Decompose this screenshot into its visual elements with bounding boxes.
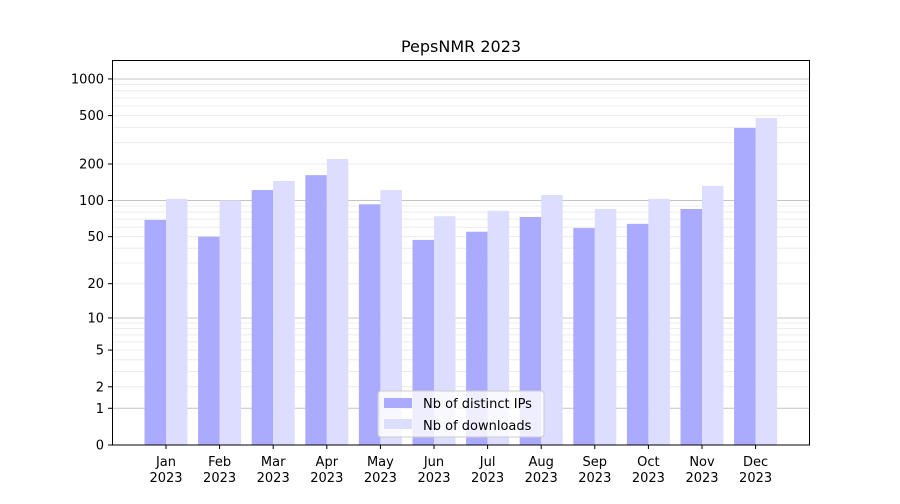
y-tick-label: 50: [87, 230, 104, 245]
bar-ips: [305, 175, 327, 446]
x-tick-label: 2023: [525, 471, 558, 486]
x-tick-label: Mar: [261, 455, 286, 470]
y-tick-label: 20: [87, 277, 104, 292]
x-tick-label: 2023: [685, 471, 718, 486]
x-tick-label: Feb: [208, 455, 231, 470]
bar-downloads: [219, 200, 242, 445]
chart-title: PepsNMR 2023: [401, 37, 521, 56]
x-tick-label: May: [367, 455, 394, 470]
x-tick-label: Jun: [423, 455, 444, 470]
bar-downloads: [594, 208, 617, 445]
x-tick-label: 2023: [739, 471, 772, 486]
legend-box: [377, 390, 545, 438]
legend-swatch-ips: [384, 398, 412, 408]
x-tick-label: Aug: [529, 455, 554, 470]
x-tick-label: 2023: [578, 471, 611, 486]
legend-label-ips: Nb of distinct IPs: [423, 397, 532, 412]
y-tick-label: 1: [96, 402, 104, 417]
plot-frame: [112, 60, 810, 446]
bar-ips: [680, 208, 702, 445]
bar-downloads: [166, 198, 188, 445]
x-tick-label: 2023: [149, 471, 182, 486]
bar-downloads: [380, 190, 402, 445]
bar-downloads: [487, 210, 510, 445]
bar-ips: [251, 190, 274, 445]
legend: Nb of distinct IPs Nb of downloads: [377, 390, 545, 438]
y-tick-label: 500: [79, 109, 104, 124]
bar-downloads: [541, 194, 563, 445]
x-tick-label: Sep: [583, 455, 608, 470]
legend-label-downloads: Nb of downloads: [423, 419, 532, 434]
x-tick-label: 2023: [417, 471, 450, 486]
bar-ips: [519, 216, 542, 445]
bar-downloads: [702, 185, 724, 445]
x-tick-label: 2023: [310, 471, 343, 486]
x-tick-label: 2023: [203, 471, 236, 486]
y-tick-label: 200: [79, 158, 104, 173]
x-tick-label: Jul: [479, 455, 496, 470]
bar-ips: [144, 219, 166, 445]
y-tick-label: 2: [96, 380, 104, 395]
x-tick-label: 2023: [471, 471, 504, 486]
y-tick-label: 100: [79, 194, 104, 209]
bar-ips: [734, 127, 756, 445]
y-tick-label: 5: [96, 344, 104, 359]
x-tick-label: Apr: [316, 455, 339, 470]
y-tick-label: 10: [87, 311, 104, 326]
bar-downloads: [273, 180, 295, 445]
x-tick-label: Oct: [637, 455, 659, 470]
bar-downloads: [648, 198, 670, 445]
bar-ips: [626, 223, 649, 445]
y-tick-label: 1000: [71, 72, 104, 87]
x-tick-label: 2023: [364, 471, 397, 486]
y-tick-label: 0: [96, 439, 104, 454]
bar-ips: [573, 228, 595, 445]
x-tick-label: 2023: [632, 471, 665, 486]
x-tick-label: Dec: [743, 455, 768, 470]
bar-downloads: [755, 117, 778, 445]
legend-swatch-downloads: [384, 419, 412, 429]
bar-downloads: [326, 158, 349, 446]
bar-ips: [198, 236, 220, 445]
x-tick-label: 2023: [257, 471, 290, 486]
bar-ips: [358, 204, 381, 445]
bar-downloads: [434, 216, 456, 445]
x-tick-label: Jan: [155, 455, 176, 470]
x-tick-label: Nov: [689, 455, 715, 470]
